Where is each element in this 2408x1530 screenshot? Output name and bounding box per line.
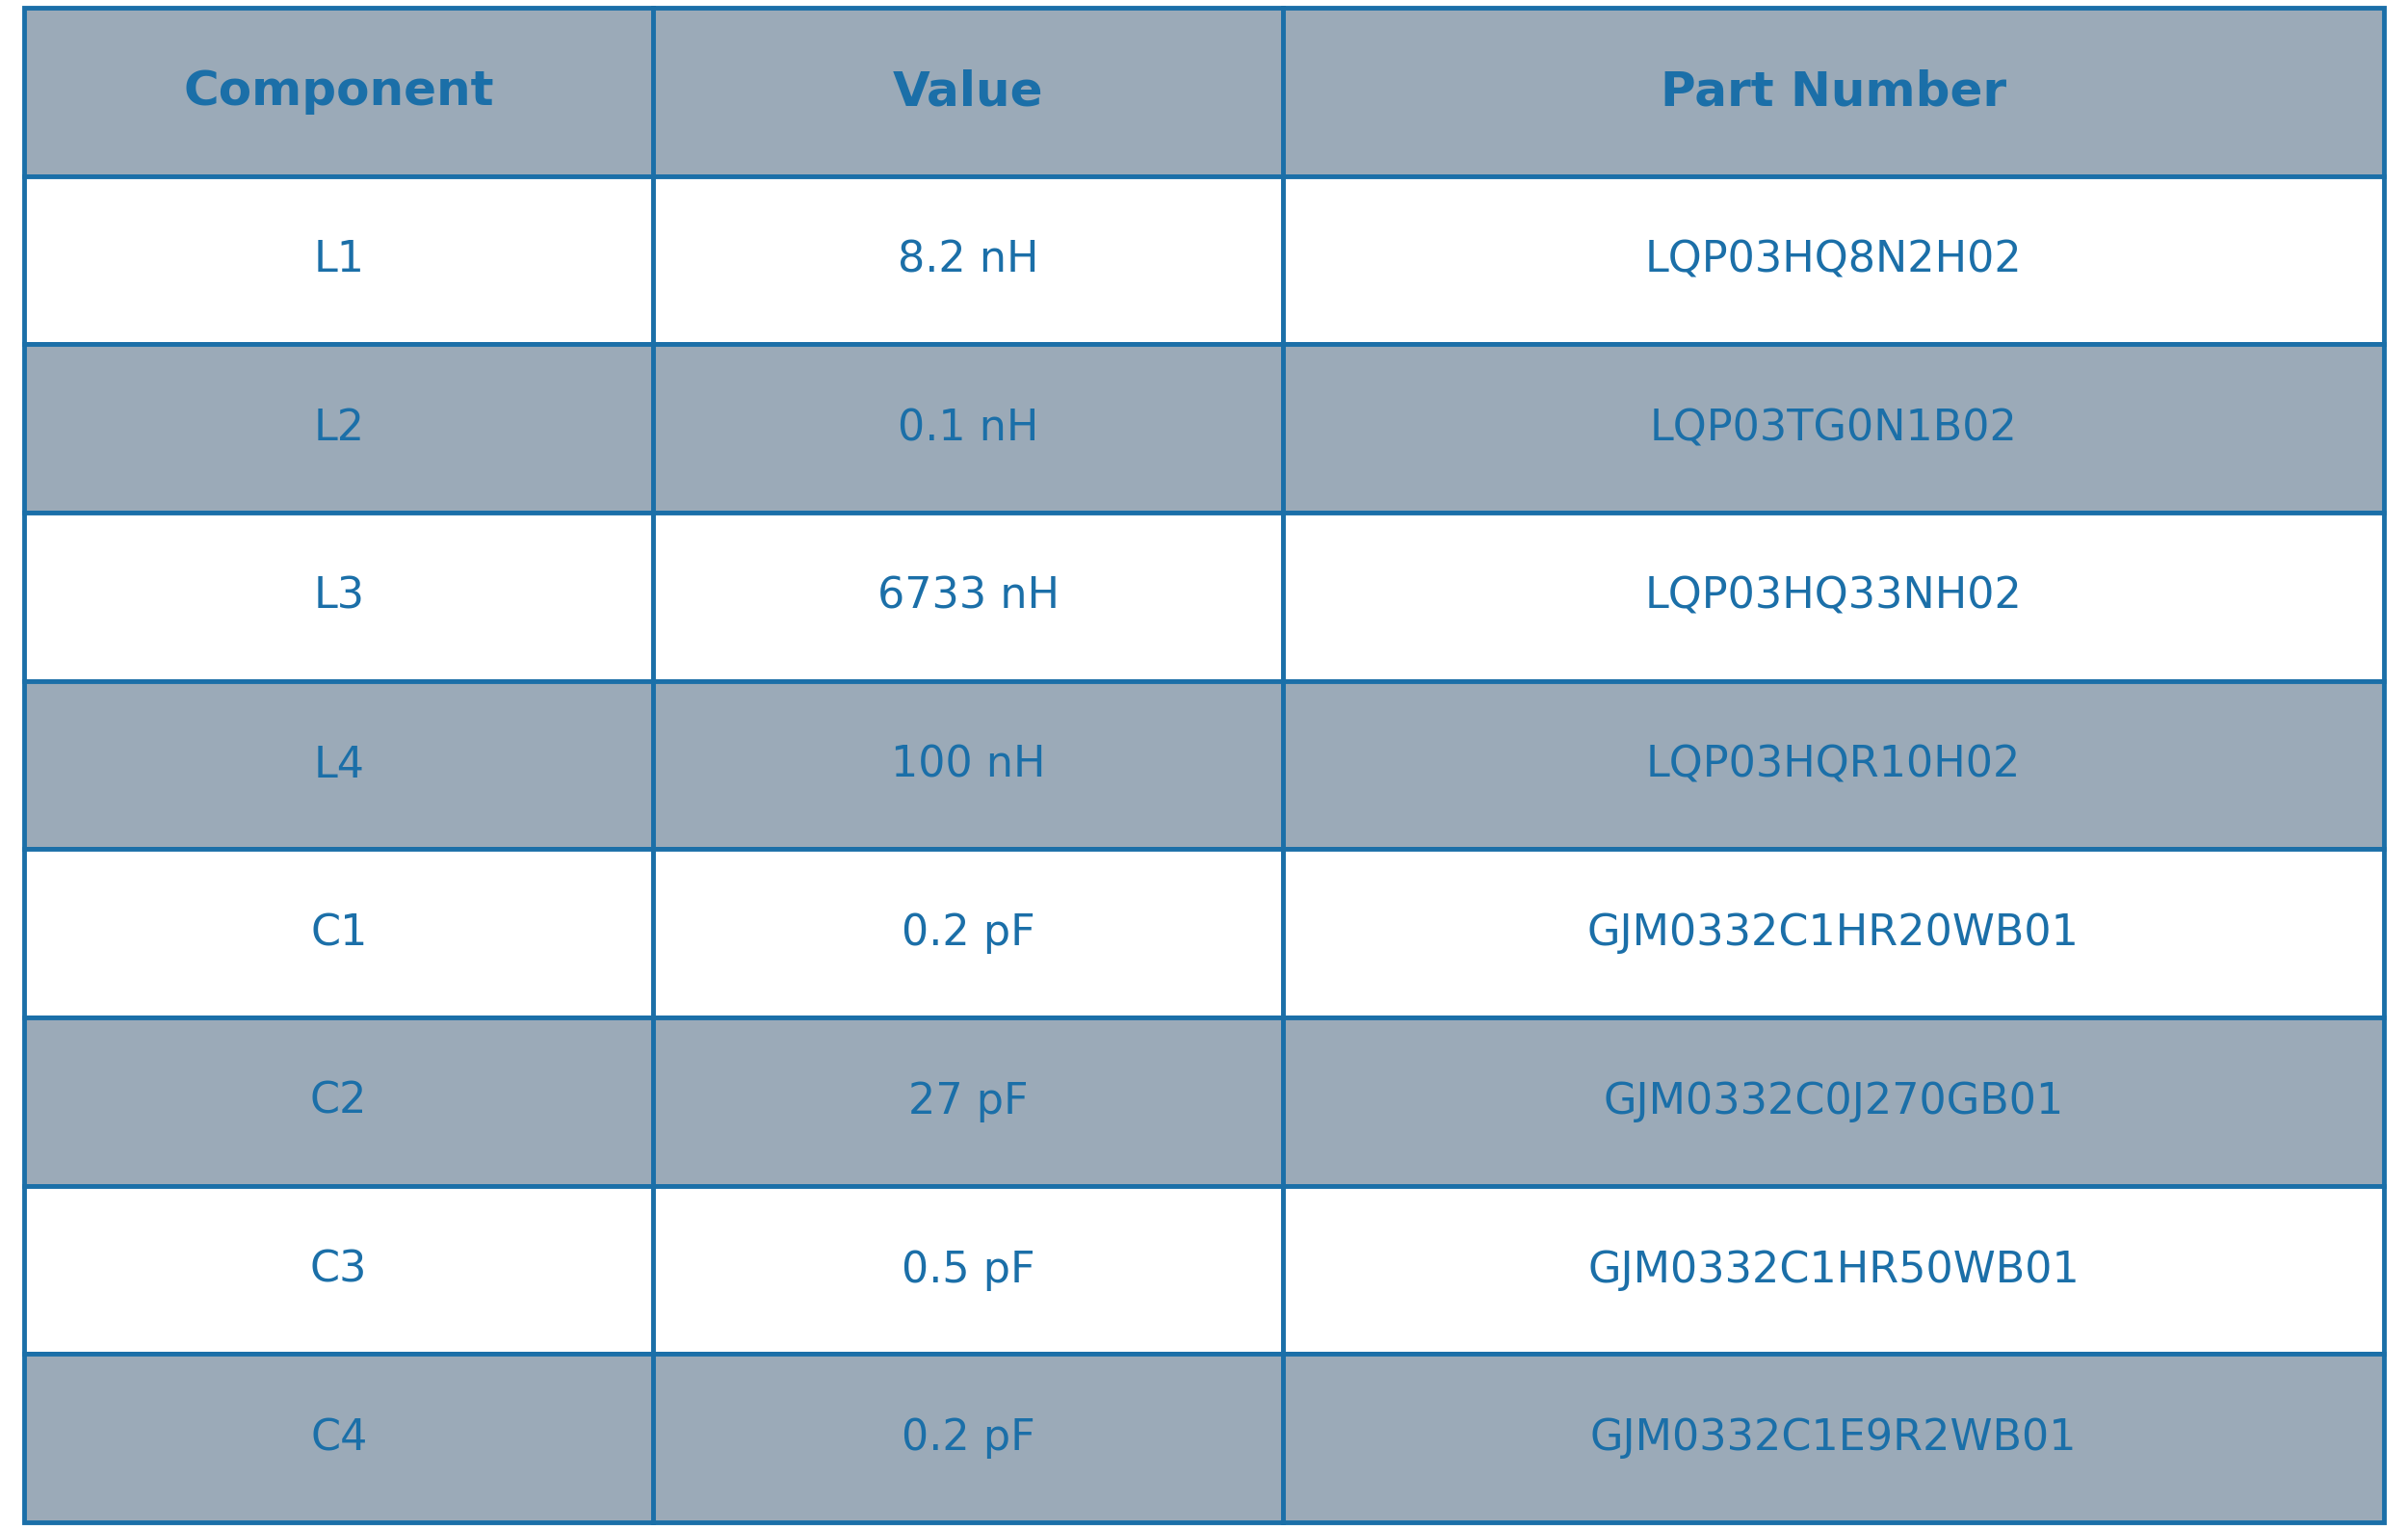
Text: Component: Component xyxy=(183,69,494,115)
Bar xyxy=(24,513,653,681)
Text: LQP03TG0N1B02: LQP03TG0N1B02 xyxy=(1649,407,2018,450)
Text: LQP03HQ8N2H02: LQP03HQ8N2H02 xyxy=(1645,239,2023,282)
Bar xyxy=(24,1017,653,1186)
Bar xyxy=(24,176,653,344)
Bar xyxy=(1283,1186,2384,1354)
Bar xyxy=(1283,513,2384,681)
Bar xyxy=(24,1354,653,1522)
Text: 8.2 nH: 8.2 nH xyxy=(898,239,1038,282)
Text: GJM0332C1E9R2WB01: GJM0332C1E9R2WB01 xyxy=(1589,1417,2076,1460)
Bar xyxy=(653,344,1283,513)
Text: Part Number: Part Number xyxy=(1662,69,2006,115)
Bar xyxy=(653,1354,1283,1522)
Text: L4: L4 xyxy=(313,744,364,786)
Text: Value: Value xyxy=(893,69,1043,115)
Text: C2: C2 xyxy=(311,1080,368,1123)
Bar xyxy=(653,849,1283,1017)
Bar xyxy=(1283,1017,2384,1186)
Text: LQP03HQ33NH02: LQP03HQ33NH02 xyxy=(1645,575,2023,618)
Text: L2: L2 xyxy=(313,407,364,450)
Text: 0.1 nH: 0.1 nH xyxy=(898,407,1038,450)
Text: 6733 nH: 6733 nH xyxy=(877,575,1060,618)
Bar xyxy=(653,513,1283,681)
Text: 0.2 pF: 0.2 pF xyxy=(901,912,1035,955)
Bar xyxy=(1283,8,2384,176)
Bar xyxy=(24,8,653,176)
Bar xyxy=(24,849,653,1017)
Bar xyxy=(653,176,1283,344)
Text: C1: C1 xyxy=(311,912,368,955)
Bar xyxy=(1283,344,2384,513)
Text: LQP03HQR10H02: LQP03HQR10H02 xyxy=(1645,744,2020,786)
Bar xyxy=(653,1017,1283,1186)
Text: GJM0332C1HR20WB01: GJM0332C1HR20WB01 xyxy=(1587,912,2081,955)
Bar xyxy=(653,1186,1283,1354)
Text: GJM0332C1HR50WB01: GJM0332C1HR50WB01 xyxy=(1587,1248,2081,1291)
Bar xyxy=(653,8,1283,176)
Text: L1: L1 xyxy=(313,239,364,282)
Bar xyxy=(24,1186,653,1354)
Text: 0.2 pF: 0.2 pF xyxy=(901,1417,1035,1460)
Bar xyxy=(653,681,1283,849)
Bar xyxy=(1283,1354,2384,1522)
Text: C4: C4 xyxy=(311,1417,368,1460)
Bar xyxy=(1283,681,2384,849)
Bar xyxy=(1283,176,2384,344)
Bar xyxy=(24,681,653,849)
Text: 0.5 pF: 0.5 pF xyxy=(901,1248,1035,1291)
Text: 100 nH: 100 nH xyxy=(891,744,1045,786)
Text: 27 pF: 27 pF xyxy=(908,1080,1028,1123)
Text: GJM0332C0J270GB01: GJM0332C0J270GB01 xyxy=(1604,1080,2064,1123)
Bar xyxy=(1283,849,2384,1017)
Bar xyxy=(24,344,653,513)
Text: C3: C3 xyxy=(311,1248,368,1291)
Text: L3: L3 xyxy=(313,575,364,618)
